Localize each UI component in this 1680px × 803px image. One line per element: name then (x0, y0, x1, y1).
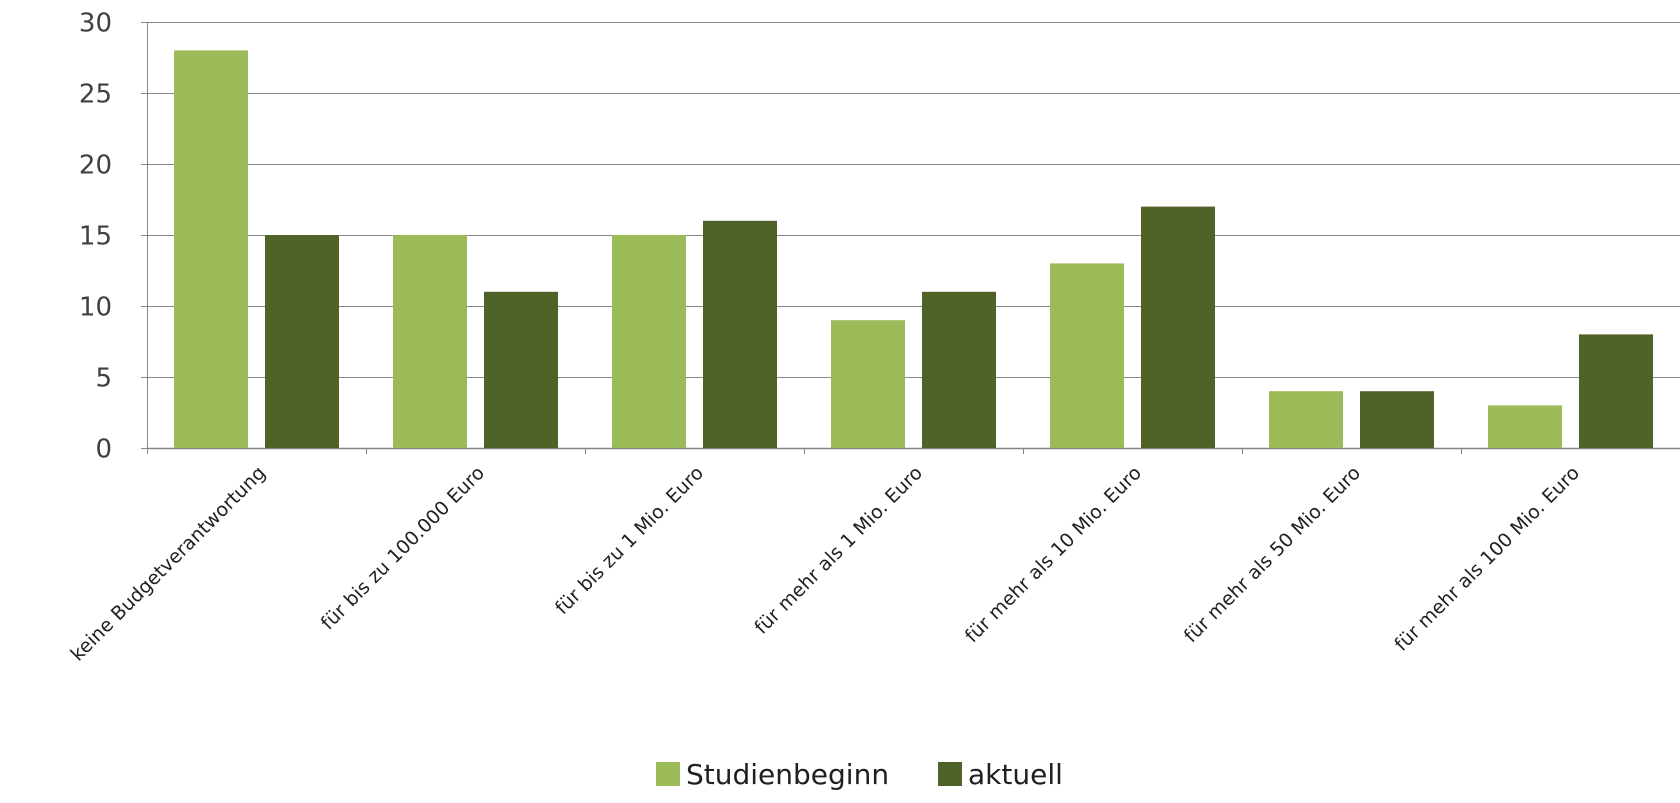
bar-aktuell (265, 235, 339, 448)
x-category-label: für bis zu 100.000 Euro (317, 462, 489, 634)
bar-aktuell (922, 292, 996, 448)
y-tick-label: 25 (79, 80, 112, 110)
y-tick-label: 0 (95, 435, 112, 465)
y-tick-label: 15 (79, 222, 112, 252)
bar-aktuell (1579, 334, 1653, 448)
bar-studienbeginn (831, 320, 905, 448)
y-tick-label: 20 (79, 151, 112, 181)
bar-studienbeginn (1269, 391, 1343, 448)
x-category-label: für bis zu 1 Mio. Euro (551, 462, 708, 619)
bar-studienbeginn (174, 50, 248, 448)
legend-label-studienbeginn: Studienbeginn (686, 758, 889, 791)
x-category-label: für mehr als 1 Mio. Euro (750, 462, 927, 639)
bar-aktuell (703, 221, 777, 448)
x-category-label: für mehr als 100 Mio. Euro (1390, 462, 1584, 656)
grid-lines (141, 22, 1680, 454)
x-category-label: keine Budgetverantwortung (66, 462, 270, 666)
bar-aktuell (484, 292, 558, 448)
bar-studienbeginn (1050, 263, 1124, 448)
bar-aktuell (1360, 391, 1434, 448)
bar-studienbeginn (1488, 405, 1562, 448)
bar-studienbeginn (612, 235, 686, 448)
x-category-label: für mehr als 10 Mio. Euro (961, 462, 1146, 647)
y-axis-tick-labels: 0 5 10 15 20 25 30 (79, 9, 112, 465)
bar-aktuell (1141, 207, 1215, 448)
bar-studienbeginn (393, 235, 467, 448)
legend-label-aktuell: aktuell (968, 758, 1063, 791)
y-tick-label: 5 (95, 364, 112, 394)
x-axis-category-labels: keine Budgetverantwortung für bis zu 100.… (66, 462, 1584, 666)
legend-swatch-aktuell (938, 762, 962, 786)
legend: Studienbeginn aktuell (656, 758, 1063, 791)
x-category-label: für mehr als 50 Mio. Euro (1180, 462, 1365, 647)
legend-swatch-studienbeginn (656, 762, 680, 786)
y-tick-label: 10 (79, 293, 112, 323)
y-tick-label: 30 (79, 9, 112, 39)
bars (174, 50, 1653, 448)
